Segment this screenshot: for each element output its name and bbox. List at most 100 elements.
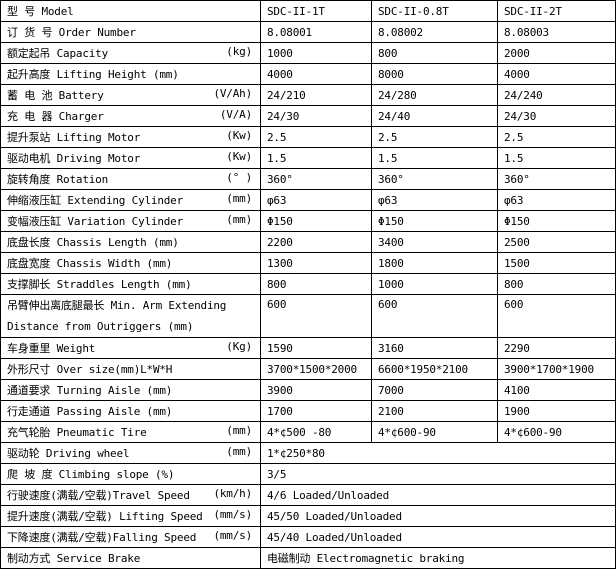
spec-label: (mm/s) 下降速度(满载/空载)Falling Speed [0,526,261,548]
spec-value: 1590 [260,337,372,359]
spec-label: 吊臂伸出离底腿最长 Min. Arm Extending Distance fr… [0,294,261,338]
spec-value-text: Φ150 [378,214,404,228]
spec-value: 1900 [497,400,616,422]
spec-value-text: 1900 [504,404,530,418]
spec-value-text: 4*¢600-90 [378,425,436,439]
spec-value-text: 2200 [267,235,293,249]
spec-label-text: 底盘长度 Chassis Length (mm) [7,236,179,249]
table-row: (mm) 变幅液压缸 Variation Cylinder Φ150 Φ150 Φ150 [0,210,616,232]
spec-value: 4/6 Loaded/Unloaded [260,484,616,506]
spec-value: 4*¢500 -80 [260,421,372,443]
spec-value-text: φ63 [378,193,398,207]
table-row: (Kw) 驱动电机 Driving Motor 1.5 1.5 1.5 [0,147,616,169]
spec-value: 4100 [497,379,616,401]
spec-value-text: 1500 [504,256,530,270]
spec-value: 24/30 [497,105,616,127]
spec-value-text: 1.5 [378,151,398,165]
spec-value-text: 2100 [378,404,404,418]
spec-label: 订 货 号 Order Number [0,21,261,43]
spec-value: 2100 [371,400,498,422]
table-row: (Kg) 车身重里 Weight 1590 3160 2290 [0,337,616,359]
spec-value-text: 1000 [378,277,404,291]
spec-value: 24/30 [260,105,372,127]
spec-value-text: 24/30 [267,109,300,123]
spec-label-text: 起升高度 Lifting Height (mm) [7,68,179,81]
spec-value-text: 4000 [504,67,530,81]
spec-value: 3/5 [260,463,616,485]
spec-unit: (Kw) [226,150,252,163]
spec-unit: (mm) [226,424,252,437]
spec-value-text: 600 [504,298,524,311]
spec-value: 8.08001 [260,21,372,43]
spec-value: 电磁制动 Electromagnetic braking [260,547,616,569]
spec-label-text: 车身重里 Weight [7,342,96,355]
spec-value-text: 24/40 [378,109,411,123]
spec-unit: (mm) [226,445,252,458]
spec-value: 8.08002 [371,21,498,43]
spec-value-text: 24/240 [504,88,543,102]
spec-label: (Kg) 车身重里 Weight [0,337,261,359]
spec-value: 360° [497,168,616,190]
spec-label-text: 额定起吊 Capacity [7,47,109,60]
spec-label: 爬 坡 度 Climbing slope (%) [0,463,261,485]
spec-value-text: 24/280 [378,88,417,102]
spec-value-text: 6600*1950*2100 [378,362,468,376]
spec-value: 2.5 [371,126,498,148]
spec-value-text: 4*¢600-90 [504,425,562,439]
spec-label-text: 驱动电机 Driving Motor [7,152,141,165]
spec-label: (mm) 伸缩液压缸 Extending Cylinder [0,189,261,211]
spec-unit: (km/h) [213,487,252,500]
spec-value: Φ150 [497,210,616,232]
spec-label-text: 爬 坡 度 Climbing slope (%) [7,468,175,481]
spec-label-text: 充气轮胎 Pneumatic Tire [7,426,147,439]
spec-label: (mm) 变幅液压缸 Variation Cylinder [0,210,261,232]
spec-label: 起升高度 Lifting Height (mm) [0,63,261,85]
spec-value-text: SDC-II-1T [267,4,325,18]
spec-value: 1.5 [260,147,372,169]
spec-value: 360° [371,168,498,190]
spec-value-text: 1590 [267,341,293,355]
spec-value: 2.5 [497,126,616,148]
spec-value: 1000 [260,42,372,64]
spec-value: Φ150 [371,210,498,232]
spec-unit: (Kw) [226,129,252,142]
spec-unit: (mm/s) [213,508,252,521]
spec-value-text: 3/5 [267,467,287,481]
spec-value: 600 [260,294,372,338]
spec-value: 800 [371,42,498,64]
spec-value: 2200 [260,231,372,253]
spec-label-text: 订 货 号 Order Number [7,26,136,39]
spec-table: 型 号 Model SDC-II-1T SDC-II-0.8T SDC-II-2T 订 … [0,0,616,569]
spec-value-text: 24/210 [267,88,306,102]
spec-value: 8000 [371,63,498,85]
spec-unit: (Kg) [226,340,252,353]
table-row: 支撑脚长 Straddles Length (mm) 800 1000 800 [0,273,616,295]
spec-value: 45/50 Loaded/Unloaded [260,505,616,527]
spec-value-text: 2290 [504,341,530,355]
spec-value: 1000 [371,273,498,295]
spec-label-text: 底盘宽度 Chassis Width (mm) [7,257,173,270]
table-row: 底盘长度 Chassis Length (mm) 2200 3400 2500 [0,231,616,253]
spec-value-text: 3160 [378,341,404,355]
spec-value: φ63 [497,189,616,211]
spec-value-text: 4*¢500 -80 [267,425,332,439]
spec-value-text: 4000 [267,67,293,81]
spec-unit: (kg) [226,45,252,58]
spec-label: 底盘宽度 Chassis Width (mm) [0,252,261,274]
spec-value: 24/240 [497,84,616,106]
spec-value-text: 1700 [267,404,293,418]
spec-label-text: 下降速度(满载/空载)Falling Speed [7,531,197,544]
spec-label: (° ) 旋转角度 Rotation [0,168,261,190]
spec-label-text: 伸缩液压缸 Extending Cylinder [7,194,184,207]
spec-value-text: 2500 [504,235,530,249]
spec-label: (mm/s) 提升速度(满载/空载) Lifting Speed [0,505,261,527]
spec-value: φ63 [371,189,498,211]
spec-label: 行走通道 Passing Aisle (mm) [0,400,261,422]
spec-value-text: 600 [267,298,287,311]
spec-label-text: 行驶速度(满载/空载)Travel Speed [7,489,190,502]
spec-value-text: 8000 [378,67,404,81]
spec-value: 3900 [260,379,372,401]
spec-label: (km/h) 行驶速度(满载/空载)Travel Speed [0,484,261,506]
spec-label-text: 蓄 电 池 Battery [7,89,104,102]
spec-value: 1700 [260,400,372,422]
